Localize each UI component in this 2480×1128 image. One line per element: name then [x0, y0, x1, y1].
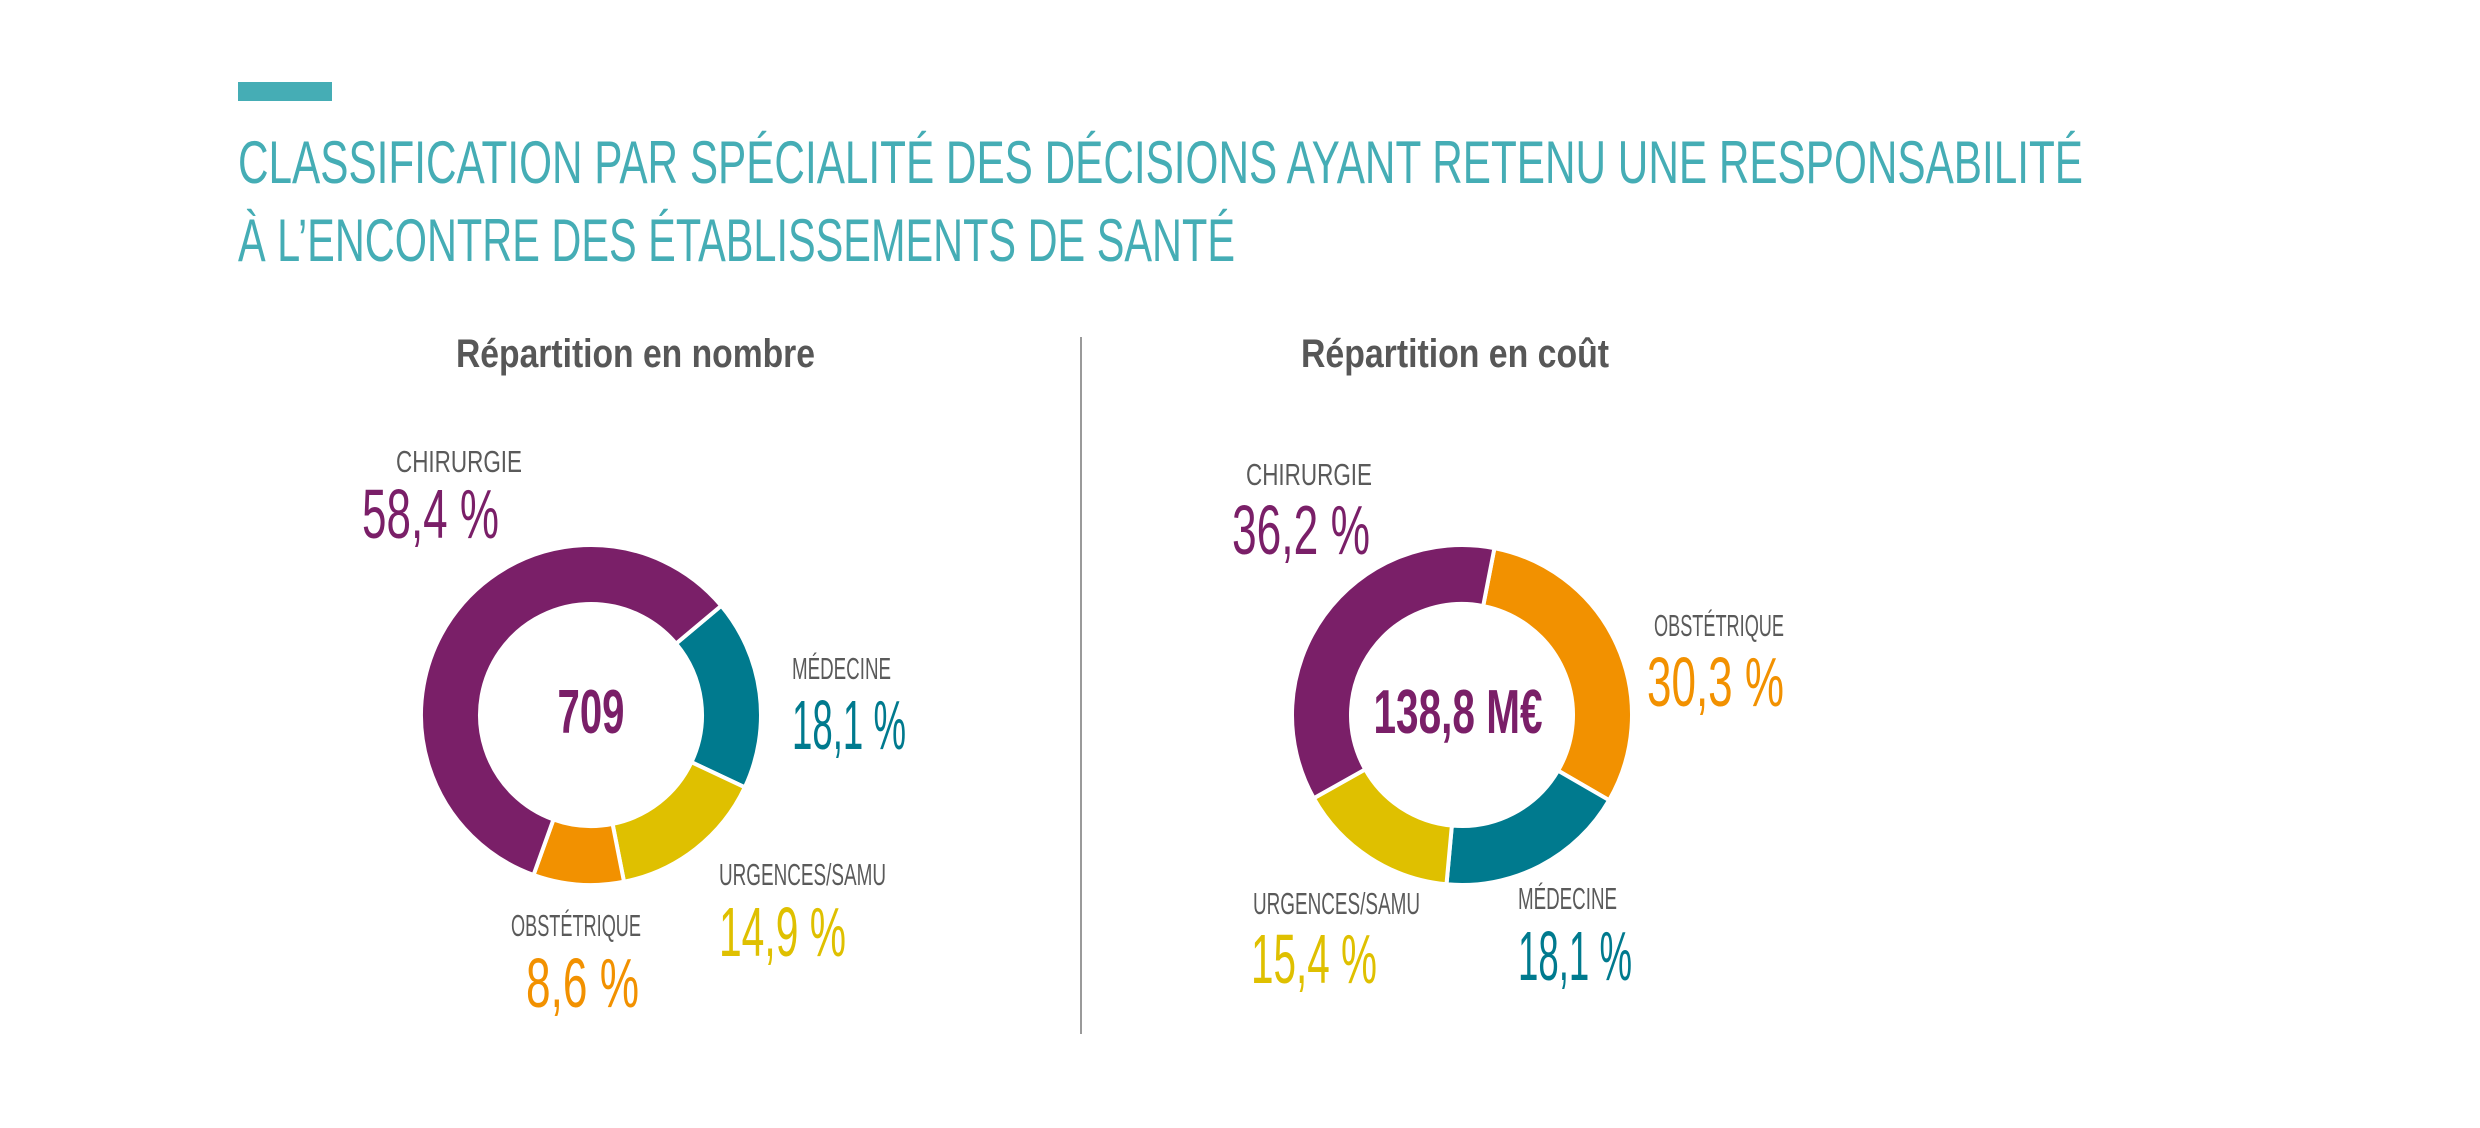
center-total-count: 709: [558, 678, 625, 747]
donut-slice-chirurgie: [1290, 543, 1497, 801]
value-urgences: 14,9 %: [719, 893, 846, 971]
donut-slice-obst-trique: [1480, 545, 1634, 803]
title-line-2: À L’ENCONTRE DES ÉTABLISSEMENTS DE SANTÉ: [238, 207, 1235, 274]
value-chirurgie-cost: 36,2 %: [1232, 491, 1370, 569]
chart-title-cost: Répartition en coût: [1301, 332, 1609, 376]
donut-cost: [1290, 543, 1634, 887]
center-total-cost: 138,8 M€: [1374, 678, 1543, 747]
value-medecine-cost: 18,1 %: [1518, 917, 1632, 995]
title-line-1: CLASSIFICATION PAR SPÉCIALITÉ DES DÉCISI…: [238, 129, 2083, 196]
label-chirurgie: CHIRURGIE: [396, 444, 522, 479]
label-medecine: MÉDECINE: [792, 651, 891, 686]
value-obstetrique: 8,6 %: [526, 944, 639, 1022]
value-medecine: 18,1 %: [792, 686, 906, 764]
donut-slice-m-decine: [1444, 767, 1612, 887]
label-obstetrique: OBSTÉTRIQUE: [511, 908, 641, 943]
label-obstetrique-cost: OBSTÉTRIQUE: [1654, 608, 1784, 643]
value-urgences-cost: 15,4 %: [1251, 920, 1377, 998]
label-medecine-cost: MÉDECINE: [1518, 881, 1617, 916]
label-urgences: URGENCES/SAMU: [719, 857, 886, 892]
chart-title-count: Répartition en nombre: [456, 332, 815, 376]
label-chirurgie-cost: CHIRURGIE: [1246, 457, 1372, 492]
donut-slice-chirurgie: [419, 543, 725, 878]
value-obstetrique-cost: 30,3 %: [1647, 643, 1784, 721]
accent-bar: [238, 82, 332, 101]
donut-count: [419, 543, 763, 887]
value-chirurgie: 58,4 %: [362, 475, 499, 553]
label-urgences-cost: URGENCES/SAMU: [1253, 886, 1420, 921]
